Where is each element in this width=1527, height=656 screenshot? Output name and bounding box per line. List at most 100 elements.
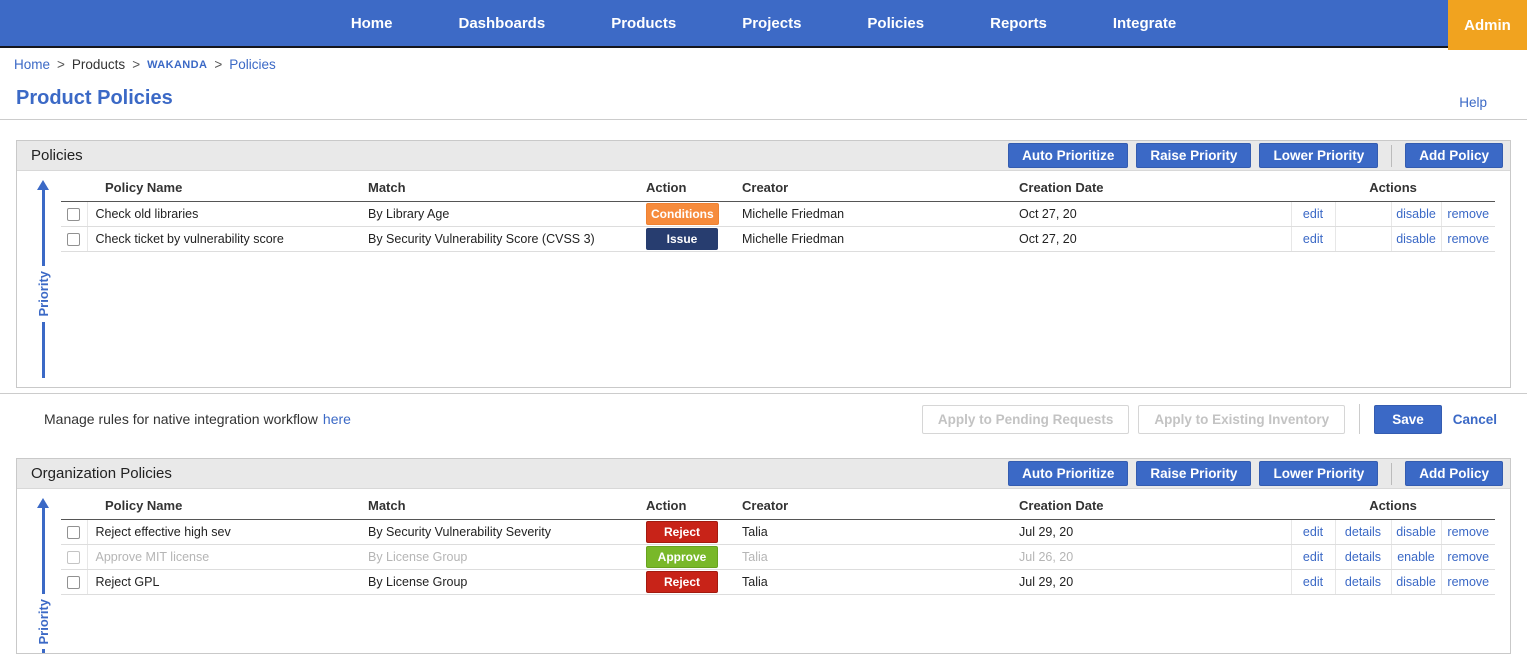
action-link-cell: edit	[1290, 201, 1335, 227]
edit-link[interactable]: edit	[1302, 550, 1324, 564]
checkbox-cell	[61, 226, 88, 252]
breadcrumb-separator: >	[57, 57, 65, 72]
action-badge: Issue	[646, 228, 718, 250]
remove-link[interactable]: remove	[1447, 575, 1490, 589]
action-link-cell: remove	[1440, 569, 1496, 595]
column-header-creator: Creator	[738, 494, 1015, 520]
policy-action-cell: Conditions	[642, 201, 738, 227]
breadcrumb-wakanda[interactable]: WAKANDA	[147, 58, 208, 71]
action-link-cell: edit	[1290, 226, 1335, 252]
policy-match: By License Group	[364, 544, 642, 570]
manage-rules-here-link[interactable]: here	[322, 411, 351, 427]
edit-link[interactable]: edit	[1302, 207, 1324, 221]
remove-link[interactable]: remove	[1447, 550, 1490, 564]
save-button[interactable]: Save	[1374, 404, 1442, 434]
toolbar-button-lower-priority[interactable]: Lower Priority	[1259, 461, 1379, 486]
table-header-row: Policy Name Match Action Creator Creation Da…	[61, 494, 1496, 520]
policy-action-cell: Issue	[642, 226, 738, 252]
nav-item-projects[interactable]: Projects	[742, 14, 802, 32]
toolbar-button-auto-prioritize[interactable]: Auto Prioritize	[1008, 461, 1129, 486]
disable-link[interactable]: disable	[1396, 525, 1436, 539]
edit-link[interactable]: edit	[1302, 232, 1324, 246]
nav-item-policies[interactable]: Policies	[867, 14, 925, 32]
toolbar-button-lower-priority[interactable]: Lower Priority	[1259, 143, 1379, 168]
column-header-actions: Actions	[1291, 494, 1496, 520]
toolbar-button-auto-prioritize[interactable]: Auto Prioritize	[1008, 143, 1129, 168]
nav-item-integrate[interactable]: Integrate	[1112, 14, 1177, 32]
action-badge: Approve	[646, 546, 718, 568]
vertical-divider	[1359, 404, 1361, 434]
page-divider	[0, 119, 1527, 120]
toolbar-button-raise-priority[interactable]: Raise Priority	[1136, 461, 1252, 486]
cancel-link[interactable]: Cancel	[1452, 411, 1497, 427]
remove-link[interactable]: remove	[1447, 207, 1490, 221]
details-link[interactable]: details	[1344, 575, 1382, 589]
panel-title: Organization Policies	[31, 465, 172, 482]
add-policy-button[interactable]: Add Policy	[1405, 461, 1503, 486]
action-link-cell: disable	[1390, 519, 1441, 545]
toolbar-divider	[1391, 462, 1393, 485]
details-link[interactable]: details	[1344, 550, 1382, 564]
arrow-up-icon	[37, 498, 49, 508]
action-link-cell: details	[1334, 569, 1391, 595]
priority-label: Priority	[35, 598, 51, 645]
policy-name: Check old libraries	[87, 201, 364, 227]
disable-link[interactable]: disable	[1396, 207, 1436, 221]
policy-row: Approve MIT license By License Group Appro…	[61, 544, 1496, 570]
policies-table: Policy Name Match Action Creator Creation Da…	[61, 176, 1496, 252]
apply-to-pending-requests-button[interactable]: Apply to Pending Requests	[921, 404, 1130, 434]
nav-item-products[interactable]: Products	[611, 14, 677, 32]
policy-creator: Michelle Friedman	[738, 226, 1015, 252]
column-header-match: Match	[364, 176, 642, 202]
row-checkbox[interactable]	[67, 208, 81, 222]
policy-action-cell: Reject	[642, 519, 738, 545]
nav-item-home[interactable]: Home	[350, 14, 393, 32]
action-link-cell: remove	[1440, 226, 1496, 252]
policy-match: By License Group	[364, 569, 642, 595]
add-policy-button[interactable]: Add Policy	[1405, 143, 1503, 168]
policy-row: Check old libraries By Library Age Conditi…	[61, 201, 1496, 227]
action-link-cell: disable	[1390, 226, 1441, 252]
admin-button[interactable]: Admin	[1448, 0, 1527, 50]
action-link-cell: enable	[1390, 544, 1441, 570]
nav-item-reports[interactable]: Reports	[990, 14, 1047, 32]
enable-link[interactable]: enable	[1397, 550, 1435, 564]
row-checkbox[interactable]	[67, 233, 81, 247]
column-header-policy-name: Policy Name	[87, 494, 364, 520]
policy-creator: Talia	[738, 544, 1015, 570]
remove-link[interactable]: remove	[1447, 525, 1490, 539]
panel-title: Policies	[31, 147, 83, 164]
help-link[interactable]: Help	[1459, 95, 1487, 110]
action-link-cell: edit	[1290, 569, 1335, 595]
nav-item-dashboards[interactable]: Dashboards	[458, 14, 546, 32]
policy-row: Reject GPL By License Group Reject Talia Jul…	[61, 569, 1496, 595]
checkbox-cell	[61, 201, 88, 227]
action-link-cell: remove	[1440, 201, 1496, 227]
row-checkbox[interactable]	[67, 551, 81, 565]
policy-date: Oct 27, 20	[1015, 226, 1291, 252]
row-checkbox[interactable]	[67, 526, 81, 540]
policy-creator: Talia	[738, 519, 1015, 545]
action-link-cell: disable	[1390, 201, 1441, 227]
apply-to-existing-inventory-button[interactable]: Apply to Existing Inventory	[1138, 404, 1346, 434]
arrow-line	[41, 649, 45, 653]
details-link[interactable]: details	[1344, 525, 1382, 539]
action-link-cell: details	[1334, 519, 1391, 545]
breadcrumb-policies[interactable]: Policies	[229, 57, 276, 72]
edit-link[interactable]: edit	[1302, 525, 1324, 539]
arrow-line	[41, 190, 45, 267]
product-policies-panel: Policies Auto Prioritize Raise Priority Lo…	[16, 140, 1511, 388]
policies-table: Policy Name Match Action Creator Creation Da…	[61, 494, 1496, 595]
action-link-cell: remove	[1440, 519, 1496, 545]
disable-link[interactable]: disable	[1396, 575, 1436, 589]
row-checkbox[interactable]	[67, 576, 81, 590]
disable-link[interactable]: disable	[1396, 232, 1436, 246]
policy-date: Jul 29, 20	[1015, 569, 1291, 595]
action-link-cell: details	[1334, 544, 1391, 570]
panel-toolbar: Auto Prioritize Raise Priority Lower Prior…	[1008, 461, 1503, 486]
toolbar-button-raise-priority[interactable]: Raise Priority	[1136, 143, 1252, 168]
policy-match: By Library Age	[364, 201, 642, 227]
edit-link[interactable]: edit	[1302, 575, 1324, 589]
remove-link[interactable]: remove	[1447, 232, 1490, 246]
breadcrumb-home[interactable]: Home	[14, 57, 51, 72]
